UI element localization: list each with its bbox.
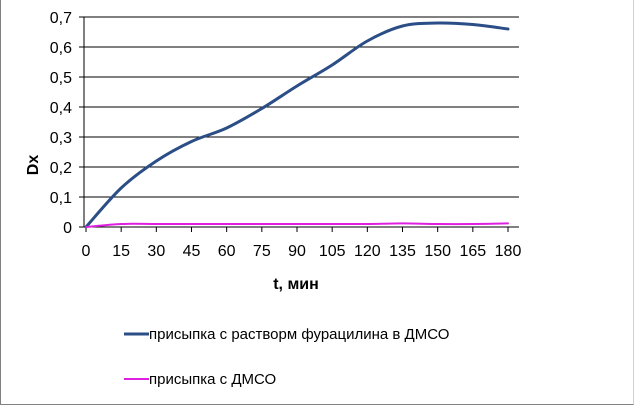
axes bbox=[83, 17, 519, 232]
x-tick-label: 75 bbox=[253, 243, 271, 260]
y-tick-label: 0,4 bbox=[50, 100, 72, 117]
x-tick-labels: 0 15 30 45 60 75 90 105 120 135 150 165 180 bbox=[82, 243, 522, 260]
x-tick-label: 30 bbox=[147, 243, 165, 260]
x-tick-label: 180 bbox=[495, 243, 522, 260]
x-tick-label: 0 bbox=[82, 243, 91, 260]
y-tick-label: 0,1 bbox=[50, 190, 72, 207]
x-tick-label: 15 bbox=[112, 243, 130, 260]
y-tick-label: 0,3 bbox=[50, 130, 72, 147]
legend: присыпка с растворм фурацилина в ДМСО при… bbox=[124, 326, 449, 388]
series-lines bbox=[84, 21, 510, 229]
y-tick-label: 0,6 bbox=[50, 40, 72, 57]
y-tick-label: 0 bbox=[63, 220, 72, 237]
legend-label-2: присыпка с ДМСО bbox=[149, 371, 276, 388]
x-tick-label: 120 bbox=[354, 243, 381, 260]
y-tick-label: 0,7 bbox=[50, 10, 72, 27]
y-tick-label: 0,5 bbox=[50, 70, 72, 87]
series-line-2 bbox=[85, 222, 509, 228]
x-tick-label: 165 bbox=[459, 243, 486, 260]
x-tick-label: 135 bbox=[389, 243, 416, 260]
y-tick-label: 0,2 bbox=[50, 160, 72, 177]
series-line-1 bbox=[84, 21, 510, 229]
x-axis-title: t, мин bbox=[273, 276, 319, 293]
x-tick-label: 90 bbox=[288, 243, 306, 260]
x-tick-label: 150 bbox=[424, 243, 451, 260]
x-tick-label: 105 bbox=[319, 243, 346, 260]
y-tick-labels: 0 0,1 0,2 0,3 0,4 0,5 0,6 0,7 bbox=[50, 10, 72, 237]
y-axis-title: Dx bbox=[25, 155, 42, 176]
x-tick-label: 60 bbox=[218, 243, 236, 260]
grid-lines bbox=[79, 16, 519, 228]
legend-label-1: присыпка с растворм фурацилина в ДМСО bbox=[149, 326, 449, 343]
x-tick-label: 45 bbox=[183, 243, 201, 260]
